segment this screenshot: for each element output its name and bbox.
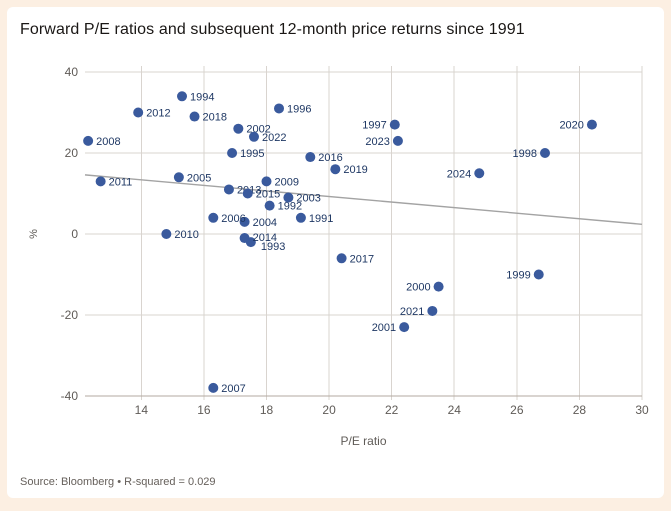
data-point-2023: [392, 135, 403, 146]
x-tick-label-14: 14: [135, 403, 149, 417]
data-point-1999: [533, 269, 544, 280]
data-point-2010: [161, 229, 172, 239]
data-point-2016: [305, 152, 316, 163]
data-point-2000: [433, 281, 444, 292]
x-tick-label-22: 22: [385, 403, 399, 417]
data-point-1992: [264, 200, 275, 211]
x-tick-label-26: 26: [510, 403, 524, 417]
x-axis-title: P/E ratio: [340, 434, 386, 448]
data-point-label-2012: 2012: [146, 108, 170, 120]
data-point-2017: [336, 253, 347, 264]
data-point-label-2024: 2024: [447, 168, 471, 180]
y-axis-title: %: [28, 229, 40, 239]
data-point-label-2011: 2011: [109, 176, 133, 188]
data-point-label-2007: 2007: [221, 383, 245, 395]
data-point-2014: [239, 233, 250, 244]
data-point-2018: [189, 111, 200, 122]
data-point-label-2019: 2019: [343, 164, 367, 176]
data-point-label-2000: 2000: [406, 282, 430, 294]
data-point-label-2006: 2006: [221, 213, 245, 225]
data-point-label-1991: 1991: [309, 213, 333, 225]
data-point-2021: [427, 305, 438, 316]
y-tick-label--40: -40: [61, 389, 79, 403]
data-point-2006: [208, 212, 219, 223]
data-point-2001: [399, 322, 410, 333]
data-point-2013: [223, 184, 234, 195]
data-point-label-2014: 2014: [253, 232, 277, 244]
y-tick-label-20: 20: [65, 146, 79, 160]
data-point-label-2003: 2003: [296, 193, 320, 205]
data-point-2022: [248, 131, 259, 142]
y-tick-label--20: -20: [61, 308, 79, 322]
data-point-2008: [83, 135, 94, 146]
data-point-label-2020: 2020: [559, 120, 583, 132]
y-tick-label-40: 40: [65, 65, 79, 79]
data-point-label-2016: 2016: [318, 152, 342, 164]
data-point-label-2005: 2005: [187, 172, 211, 184]
data-point-1998: [539, 148, 550, 158]
data-point-2011: [95, 176, 106, 187]
x-tick-label-18: 18: [260, 403, 274, 417]
data-point-2003: [283, 192, 294, 203]
data-point-label-2022: 2022: [262, 132, 286, 144]
data-point-2012: [133, 107, 144, 118]
data-point-label-1994: 1994: [190, 91, 214, 103]
chart-card: Forward P/E ratios and subsequent 12-mon…: [7, 7, 664, 498]
data-point-label-2017: 2017: [350, 253, 374, 265]
data-point-label-1995: 1995: [240, 148, 264, 160]
data-point-label-1997: 1997: [362, 120, 386, 132]
data-point-label-2004: 2004: [253, 217, 277, 229]
data-point-1996: [274, 103, 285, 114]
data-point-label-2001: 2001: [372, 322, 396, 334]
data-point-1991: [295, 212, 306, 223]
x-tick-label-24: 24: [448, 403, 462, 417]
data-point-label-1998: 1998: [513, 148, 537, 160]
x-tick-label-20: 20: [322, 403, 336, 417]
x-tick-label-16: 16: [197, 403, 211, 417]
data-point-2015: [242, 188, 253, 199]
data-point-label-2023: 2023: [365, 136, 389, 148]
data-point-2019: [330, 164, 341, 175]
data-point-label-1993: 1993: [261, 241, 285, 253]
source-note: Source: Bloomberg • R-squared = 0.029: [20, 476, 216, 488]
data-point-2009: [261, 176, 272, 187]
trend-line: [84, 174, 643, 225]
x-tick-label-28: 28: [573, 403, 587, 417]
data-point-1995: [227, 148, 238, 158]
data-point-label-2021: 2021: [400, 306, 424, 318]
x-tick-label-30: 30: [635, 403, 649, 417]
chart-title: Forward P/E ratios and subsequent 12-mon…: [20, 21, 525, 38]
data-point-label-1996: 1996: [287, 103, 311, 115]
data-point-label-1992: 1992: [278, 201, 302, 213]
data-point-2007: [208, 382, 219, 393]
data-point-label-2018: 2018: [203, 112, 227, 124]
data-point-2002: [233, 123, 244, 134]
data-point-label-1999: 1999: [506, 270, 530, 282]
data-point-2004: [239, 216, 250, 227]
data-point-label-2009: 2009: [274, 176, 298, 188]
y-tick-label-0: 0: [71, 227, 78, 241]
data-point-2024: [474, 168, 485, 179]
data-point-label-2010: 2010: [174, 229, 198, 241]
data-point-2005: [173, 172, 184, 183]
data-point-1997: [389, 119, 400, 130]
data-point-label-2015: 2015: [256, 189, 280, 201]
data-point-1994: [177, 91, 188, 102]
data-point-2020: [586, 119, 597, 130]
data-point-label-2008: 2008: [96, 136, 120, 148]
